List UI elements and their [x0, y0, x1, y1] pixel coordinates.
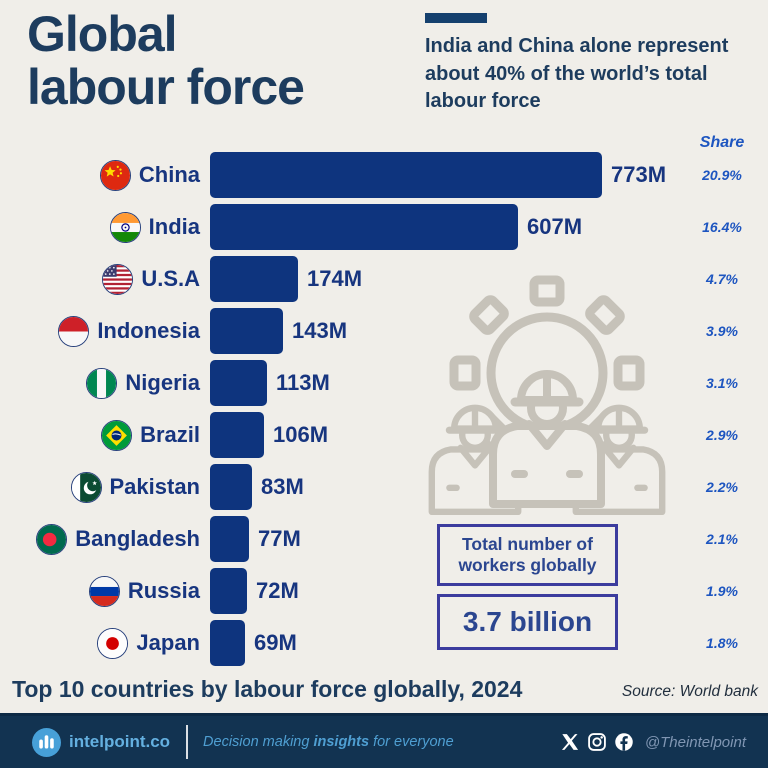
tagline-prefix: Decision making — [203, 734, 314, 750]
country-label: Brazil — [140, 422, 200, 447]
bar-nigeria — [210, 360, 267, 406]
label-group: Brazil — [0, 412, 200, 458]
footer: intelpoint.co Decision making insights f… — [0, 713, 768, 768]
label-group: Russia — [0, 568, 200, 614]
accent-bar — [425, 13, 487, 23]
label-group: Japan — [0, 620, 200, 666]
brazil-flag-icon — [101, 419, 133, 451]
indonesia-flag-icon — [58, 315, 90, 347]
india-flag-icon — [109, 211, 141, 243]
value-label: 143M — [292, 318, 348, 343]
share-value: 16.4% — [702, 219, 742, 235]
label-group: China — [0, 152, 200, 198]
value-label: 174M — [307, 266, 363, 291]
source-note: Source: World bank — [621, 683, 758, 700]
chart-row-china: China 773M 20.9% — [0, 152, 768, 198]
value-label: 113M — [276, 370, 330, 395]
country-label: Nigeria — [125, 370, 200, 395]
country-label: Russia — [127, 578, 200, 603]
chart-row-usa: U.S.A 174M 4.7% — [0, 256, 768, 302]
usa-flag-icon — [102, 263, 134, 295]
share-value: 20.9% — [702, 167, 742, 183]
value-label: 106M — [273, 422, 329, 447]
chart-row-india: India 607M 16.4% — [0, 204, 768, 250]
social-handle: @Theintelpoint — [644, 733, 746, 751]
chart-row-japan: Japan 69M 1.8% — [0, 620, 768, 666]
chart-row-nigeria: Nigeria 113M 3.1% — [0, 360, 768, 406]
instagram-icon — [588, 733, 606, 751]
share-value: 1.8% — [706, 635, 738, 651]
chart-title: Top 10 countries by labour force globall… — [12, 676, 523, 702]
china-flag-icon — [99, 159, 131, 191]
footer-social: @Theintelpoint — [560, 732, 746, 752]
share-value: 3.9% — [706, 323, 738, 339]
share-value: 2.2% — [706, 479, 738, 495]
pakistan-flag-icon — [70, 471, 102, 503]
country-label: India — [148, 214, 200, 239]
value-label: 69M — [254, 630, 297, 655]
russia-flag-icon — [88, 575, 120, 607]
intelpoint-logo-icon — [32, 727, 61, 757]
bar-china — [210, 152, 602, 198]
subtitle: India and China alone represent about 40… — [425, 35, 729, 113]
share-value: 2.9% — [706, 427, 738, 443]
label-group: India — [0, 204, 200, 250]
label-group: Nigeria — [0, 360, 200, 406]
share-value: 2.1% — [706, 531, 738, 547]
workers-gear-illustration-icon — [428, 275, 666, 516]
value-label: 607M — [527, 214, 583, 239]
label-group: Indonesia — [0, 308, 200, 354]
total-workers-value-box: 3.7 billion — [437, 594, 618, 650]
chart-row-bangladesh: Bangladesh 77M 2.1% — [0, 516, 768, 562]
brand-name: intelpoint.co — [69, 732, 171, 751]
share-value: 1.9% — [706, 583, 738, 599]
total-workers-label: Total number of workers globally — [458, 534, 597, 575]
chart-row-pakistan: Pakistan 83M 2.2% — [0, 464, 768, 510]
x-icon — [561, 734, 578, 750]
bar-usa — [210, 256, 298, 302]
country-label: U.S.A — [141, 266, 200, 291]
label-group: Pakistan — [0, 464, 200, 510]
bar-japan — [210, 620, 245, 666]
chart-row-indonesia: Indonesia 143M 3.9% — [0, 308, 768, 354]
country-label: Japan — [136, 630, 200, 655]
country-label: Indonesia — [97, 318, 200, 343]
label-group: U.S.A — [0, 256, 200, 302]
footer-divider — [186, 725, 189, 759]
total-workers-value: 3.7 billion — [462, 606, 593, 637]
tagline-suffix: for everyone — [369, 734, 454, 750]
bar-bangladesh — [210, 516, 249, 562]
facebook-icon — [615, 733, 633, 751]
share-column-header: Share — [699, 134, 745, 151]
value-label: 77M — [258, 526, 301, 551]
bar-india — [210, 204, 518, 250]
country-label: China — [138, 162, 200, 187]
page-title-line2: labour force — [27, 59, 305, 115]
chart-row-russia: Russia 72M 1.9% — [0, 568, 768, 614]
value-label: 72M — [256, 578, 299, 603]
tagline-bold: insights — [313, 734, 370, 750]
subtitle-block: India and China alone represent about 40… — [425, 13, 757, 116]
page-title: Global labour force — [27, 6, 305, 115]
chart-row-brazil: Brazil 106M 2.9% — [0, 412, 768, 458]
value-label: 773M — [611, 162, 667, 187]
share-value: 3.1% — [706, 375, 738, 391]
country-label: Pakistan — [109, 474, 201, 499]
label-group: Bangladesh — [0, 516, 200, 562]
total-workers-label-box: Total number of workers globally — [437, 524, 618, 586]
japan-flag-icon — [97, 627, 129, 659]
country-label: Bangladesh — [75, 526, 200, 551]
value-label: 83M — [261, 474, 304, 499]
bar-brazil — [210, 412, 264, 458]
bar-russia — [210, 568, 247, 614]
bangladesh-flag-icon — [36, 523, 68, 555]
nigeria-flag-icon — [86, 367, 118, 399]
bar-indonesia — [210, 308, 283, 354]
bar-pakistan — [210, 464, 252, 510]
footer-tagline: Decision making insights for everyone — [203, 734, 454, 750]
share-value: 4.7% — [706, 271, 738, 287]
page-title-line1: Global — [27, 6, 178, 62]
